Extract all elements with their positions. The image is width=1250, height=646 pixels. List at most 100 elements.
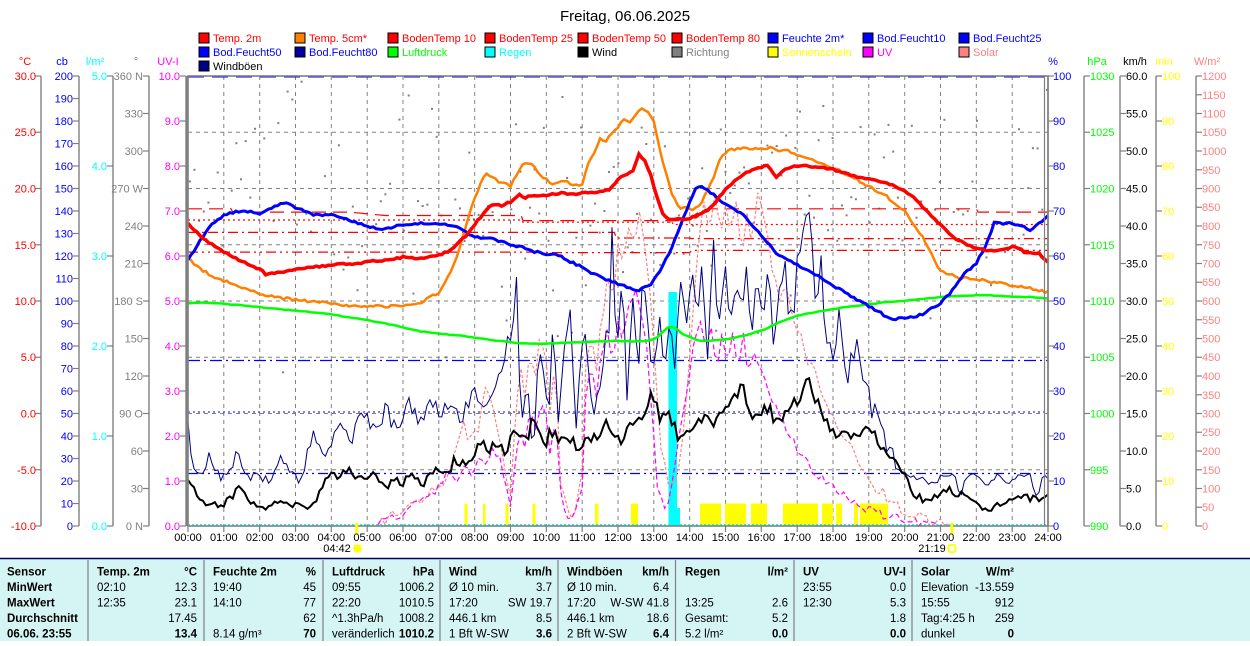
svg-text:62: 62	[303, 613, 316, 625]
svg-text:12:35: 12:35	[97, 598, 126, 610]
svg-text:10.0: 10.0	[1126, 446, 1147, 458]
svg-text:10:00: 10:00	[533, 532, 561, 544]
svg-text:23:55: 23:55	[803, 582, 832, 594]
svg-text:50.0: 50.0	[1126, 146, 1147, 158]
svg-text:912: 912	[995, 598, 1014, 610]
svg-text:995: 995	[1090, 465, 1108, 477]
svg-text:0 N: 0 N	[126, 521, 143, 533]
svg-text:0.0: 0.0	[92, 521, 107, 533]
svg-text:1.0: 1.0	[165, 476, 180, 488]
svg-text:10: 10	[1162, 476, 1174, 488]
svg-text:1050: 1050	[1202, 127, 1226, 139]
svg-text:1100: 1100	[1202, 109, 1226, 121]
svg-text:210: 210	[125, 259, 143, 271]
svg-text:450: 450	[1202, 352, 1220, 364]
svg-text:1010.5: 1010.5	[399, 598, 434, 610]
svg-text:04:00: 04:00	[318, 532, 346, 544]
svg-text:13:00: 13:00	[640, 532, 668, 544]
svg-text:500: 500	[1202, 334, 1220, 346]
svg-text:BodenTemp 10: BodenTemp 10	[402, 33, 476, 45]
svg-text:0.0: 0.0	[890, 582, 906, 594]
svg-text:0: 0	[1202, 521, 1208, 533]
svg-text:850: 850	[1202, 202, 1220, 214]
svg-text:70: 70	[1162, 206, 1174, 218]
svg-text:40: 40	[1053, 341, 1065, 353]
svg-text:Wind: Wind	[449, 567, 477, 579]
svg-text:2 Bft W-SW: 2 Bft W-SW	[567, 629, 627, 641]
svg-text:16:00: 16:00	[748, 532, 776, 544]
svg-text:Temp. 5cm*: Temp. 5cm*	[309, 33, 368, 45]
svg-text:2.0: 2.0	[92, 341, 107, 353]
svg-text:Elevation: Elevation	[921, 582, 968, 594]
svg-text:22:00: 22:00	[963, 532, 991, 544]
svg-text:5.2: 5.2	[772, 613, 788, 625]
svg-text:cb: cb	[56, 56, 68, 68]
svg-text:min: min	[1155, 56, 1173, 68]
svg-text:17:00: 17:00	[783, 532, 811, 544]
svg-text:50: 50	[61, 409, 73, 421]
svg-text:Richtung: Richtung	[686, 47, 729, 59]
svg-text:BodenTemp 80: BodenTemp 80	[686, 33, 760, 45]
svg-text:446.1 km: 446.1 km	[449, 613, 496, 625]
svg-text:19:40: 19:40	[213, 582, 242, 594]
svg-text:45: 45	[303, 582, 316, 594]
svg-text:80: 80	[1162, 161, 1174, 173]
svg-text:5.0: 5.0	[165, 296, 180, 308]
svg-text:50: 50	[1053, 296, 1065, 308]
svg-text:1030: 1030	[1090, 71, 1114, 83]
svg-text:1006.2: 1006.2	[399, 582, 434, 594]
svg-text:0.0: 0.0	[772, 629, 788, 641]
svg-text:600: 600	[1202, 296, 1220, 308]
svg-text:1000: 1000	[1090, 409, 1114, 421]
svg-text:Bod.Feucht25: Bod.Feucht25	[973, 33, 1042, 45]
svg-text:1000: 1000	[1202, 146, 1226, 158]
svg-text:hPa: hPa	[1087, 56, 1107, 68]
svg-text:%: %	[306, 567, 316, 579]
svg-text:55.0: 55.0	[1126, 109, 1147, 121]
svg-text:60: 60	[1162, 251, 1174, 263]
svg-text:0: 0	[1008, 629, 1014, 641]
svg-text:40: 40	[1162, 341, 1174, 353]
svg-text:MaxWert: MaxWert	[7, 598, 55, 610]
svg-text:1020: 1020	[1090, 184, 1114, 196]
svg-text:04:42: 04:42	[323, 543, 351, 555]
svg-text:1015: 1015	[1090, 240, 1114, 252]
svg-text:00:00: 00:00	[174, 532, 202, 544]
svg-text:30: 30	[1053, 386, 1065, 398]
svg-text:77: 77	[303, 598, 316, 610]
svg-text:1.8: 1.8	[890, 613, 906, 625]
svg-text:Windböen: Windböen	[213, 61, 263, 73]
svg-text:03:00: 03:00	[282, 532, 310, 544]
svg-text:Freitag, 06.06.2025: Freitag, 06.06.2025	[560, 8, 690, 25]
svg-text:259: 259	[995, 613, 1014, 625]
svg-text:446.1 km: 446.1 km	[567, 613, 614, 625]
svg-text:0.0: 0.0	[165, 521, 180, 533]
svg-text:2.6: 2.6	[772, 598, 788, 610]
svg-text:10.0: 10.0	[159, 71, 180, 83]
svg-text:10: 10	[61, 499, 73, 511]
svg-text:%: %	[1048, 56, 1058, 68]
svg-text:6.0: 6.0	[165, 251, 180, 263]
svg-text:°C: °C	[19, 56, 31, 68]
svg-text:UV: UV	[877, 47, 893, 59]
svg-text:W-SW 41.8: W-SW 41.8	[610, 598, 669, 610]
svg-text:70: 70	[303, 629, 316, 641]
svg-text:09:00: 09:00	[497, 532, 525, 544]
svg-text:80: 80	[61, 341, 73, 353]
svg-text:Solar: Solar	[921, 567, 950, 579]
svg-text:09:55: 09:55	[332, 582, 361, 594]
svg-text:400: 400	[1202, 371, 1220, 383]
svg-text:Wind: Wind	[592, 47, 617, 59]
svg-text:23:00: 23:00	[998, 532, 1026, 544]
svg-text:25.0: 25.0	[1126, 334, 1147, 346]
svg-text:08:00: 08:00	[461, 532, 489, 544]
svg-text:Sonnenschein: Sonnenschein	[782, 47, 852, 59]
svg-text:-5.0: -5.0	[17, 465, 36, 477]
svg-text:3.0: 3.0	[92, 251, 107, 263]
svg-text:30: 30	[1162, 386, 1174, 398]
svg-text:12:00: 12:00	[604, 532, 632, 544]
svg-text:30.0: 30.0	[1126, 296, 1147, 308]
svg-text:350: 350	[1202, 390, 1220, 402]
svg-text:5.0: 5.0	[21, 352, 36, 364]
svg-text:Bod.Feucht80: Bod.Feucht80	[309, 47, 378, 59]
